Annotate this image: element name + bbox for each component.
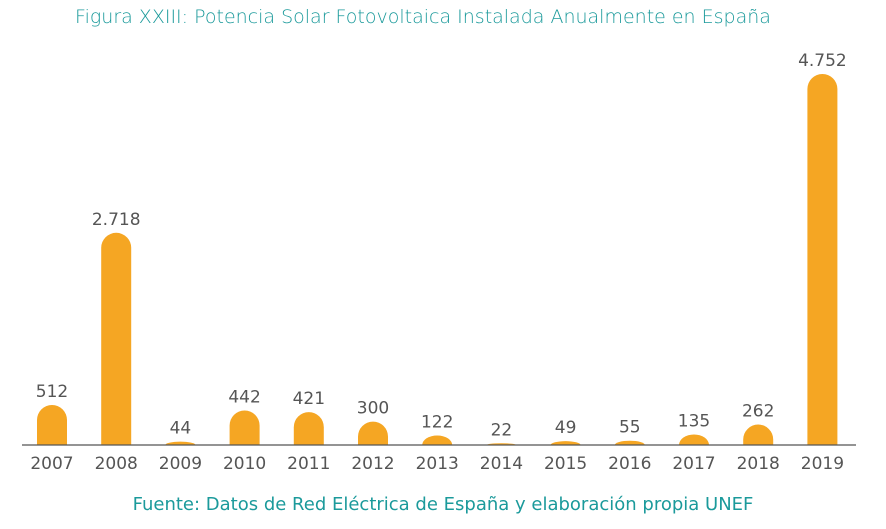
bar-2012 — [358, 421, 388, 445]
bar-2018 — [743, 424, 774, 445]
x-tick-label-2018: 2018 — [737, 454, 780, 474]
data-label-2007: 512 — [36, 382, 68, 402]
x-tick-label-2019: 2019 — [801, 454, 844, 474]
chart-source: Fuente: Datos de Red Eléctrica de España… — [132, 494, 754, 515]
bar-2009 — [165, 441, 196, 445]
x-tick-label-2010: 2010 — [223, 454, 266, 474]
data-label-2019: 4.752 — [798, 51, 847, 71]
data-label-2009: 44 — [170, 419, 192, 439]
data-label-2016: 55 — [619, 418, 641, 438]
x-tick-label-2007: 2007 — [30, 454, 73, 474]
chart-title: Figura XXIII: Potencia Solar Fotovoltaic… — [75, 6, 771, 28]
x-tick-label-2014: 2014 — [480, 454, 523, 474]
bar-2010 — [229, 410, 260, 445]
x-tick-label-2012: 2012 — [351, 454, 394, 474]
data-label-2014: 22 — [491, 420, 513, 440]
data-label-2011: 421 — [293, 389, 325, 409]
bar-2011 — [293, 412, 324, 445]
bar-2008 — [101, 232, 132, 445]
x-tick-label-2016: 2016 — [608, 454, 651, 474]
x-tick-label-2008: 2008 — [95, 454, 138, 474]
bar-2017 — [679, 434, 709, 445]
data-label-2012: 300 — [357, 399, 389, 419]
bar-2019 — [807, 74, 838, 446]
data-label-2017: 135 — [678, 411, 710, 431]
x-tick-label-2009: 2009 — [159, 454, 202, 474]
data-label-2018: 262 — [742, 402, 774, 422]
data-label-2013: 122 — [421, 412, 453, 432]
x-tick-label-2015: 2015 — [544, 454, 587, 474]
bar-2016 — [614, 440, 645, 445]
x-tick-label-2011: 2011 — [287, 454, 330, 474]
data-label-2015: 49 — [555, 418, 577, 438]
x-tick-label-2017: 2017 — [672, 454, 715, 474]
data-label-2010: 442 — [228, 387, 260, 407]
bar-2013 — [422, 435, 453, 445]
data-label-2008: 2.718 — [92, 210, 141, 230]
bar-2007 — [37, 405, 67, 445]
x-tick-label-2013: 2013 — [416, 454, 459, 474]
bar-2015 — [550, 441, 581, 445]
